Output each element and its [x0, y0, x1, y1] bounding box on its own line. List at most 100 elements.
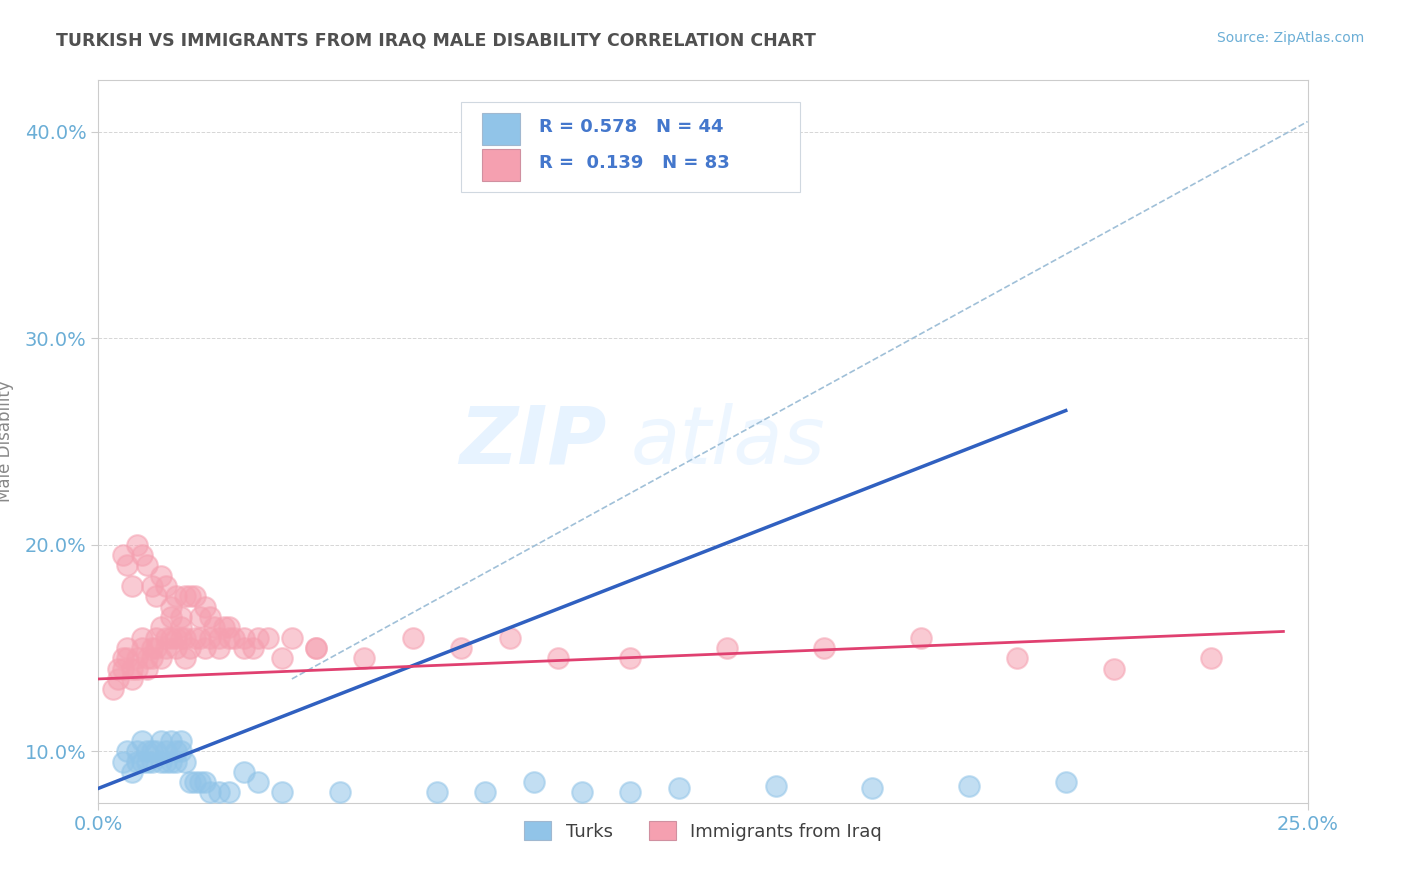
Point	[155, 744, 177, 758]
Point	[150, 568, 173, 582]
Point	[222, 631, 245, 645]
Point	[208, 631, 231, 645]
Point	[910, 631, 932, 645]
Point	[184, 590, 207, 604]
Point	[188, 775, 211, 789]
Point	[121, 672, 143, 686]
Text: R =  0.139   N = 83: R = 0.139 N = 83	[538, 154, 730, 172]
Point	[329, 785, 352, 799]
Point	[188, 610, 211, 624]
Point	[131, 755, 153, 769]
Point	[145, 744, 167, 758]
FancyBboxPatch shape	[482, 112, 520, 145]
Point	[179, 640, 201, 655]
Point	[135, 755, 157, 769]
Point	[150, 755, 173, 769]
Point	[117, 558, 139, 573]
Point	[145, 640, 167, 655]
Point	[135, 744, 157, 758]
Point	[174, 651, 197, 665]
Point	[169, 744, 191, 758]
Point	[198, 785, 221, 799]
Point	[1007, 651, 1029, 665]
Point	[150, 651, 173, 665]
Point	[127, 538, 149, 552]
Point	[135, 558, 157, 573]
Point	[111, 651, 134, 665]
FancyBboxPatch shape	[482, 149, 520, 181]
Point	[179, 590, 201, 604]
Point	[117, 651, 139, 665]
Point	[716, 640, 738, 655]
Point	[668, 781, 690, 796]
Text: ZIP: ZIP	[458, 402, 606, 481]
Point	[160, 755, 183, 769]
Point	[194, 640, 217, 655]
Point	[247, 631, 270, 645]
Point	[111, 755, 134, 769]
Point	[619, 785, 641, 799]
Point	[184, 775, 207, 789]
Point	[107, 672, 129, 686]
Point	[131, 640, 153, 655]
Point	[150, 620, 173, 634]
Point	[179, 775, 201, 789]
Point	[198, 610, 221, 624]
Point	[813, 640, 835, 655]
Point	[174, 755, 197, 769]
Point	[198, 631, 221, 645]
Point	[305, 640, 328, 655]
Point	[169, 610, 191, 624]
Point	[169, 734, 191, 748]
Point	[131, 734, 153, 748]
Point	[1054, 775, 1077, 789]
Point	[155, 579, 177, 593]
Point	[160, 599, 183, 614]
Point	[150, 734, 173, 748]
Point	[121, 662, 143, 676]
Point	[571, 785, 593, 799]
Point	[174, 631, 197, 645]
Point	[256, 631, 278, 645]
Point	[218, 620, 240, 634]
Point	[127, 651, 149, 665]
Point	[155, 755, 177, 769]
Point	[474, 785, 496, 799]
Point	[765, 779, 787, 793]
Point	[131, 631, 153, 645]
Point	[281, 631, 304, 645]
Point	[141, 744, 163, 758]
Point	[450, 640, 472, 655]
Point	[145, 590, 167, 604]
Point	[402, 631, 425, 645]
Point	[121, 764, 143, 779]
Point	[194, 599, 217, 614]
Point	[194, 775, 217, 789]
Point	[242, 640, 264, 655]
Point	[145, 631, 167, 645]
Y-axis label: Male Disability: Male Disability	[0, 381, 14, 502]
Point	[160, 631, 183, 645]
Point	[169, 620, 191, 634]
Point	[165, 744, 187, 758]
Point	[141, 640, 163, 655]
Point	[353, 651, 375, 665]
Point	[165, 631, 187, 645]
Point	[218, 785, 240, 799]
Point	[218, 631, 240, 645]
Point	[174, 590, 197, 604]
Point	[111, 548, 134, 562]
Point	[184, 631, 207, 645]
Point	[155, 640, 177, 655]
Point	[305, 640, 328, 655]
Point	[232, 764, 254, 779]
Point	[271, 651, 294, 665]
Point	[111, 662, 134, 676]
Point	[121, 579, 143, 593]
Point	[131, 548, 153, 562]
FancyBboxPatch shape	[461, 102, 800, 193]
Point	[141, 579, 163, 593]
Point	[165, 590, 187, 604]
Point	[117, 744, 139, 758]
Point	[957, 779, 980, 793]
